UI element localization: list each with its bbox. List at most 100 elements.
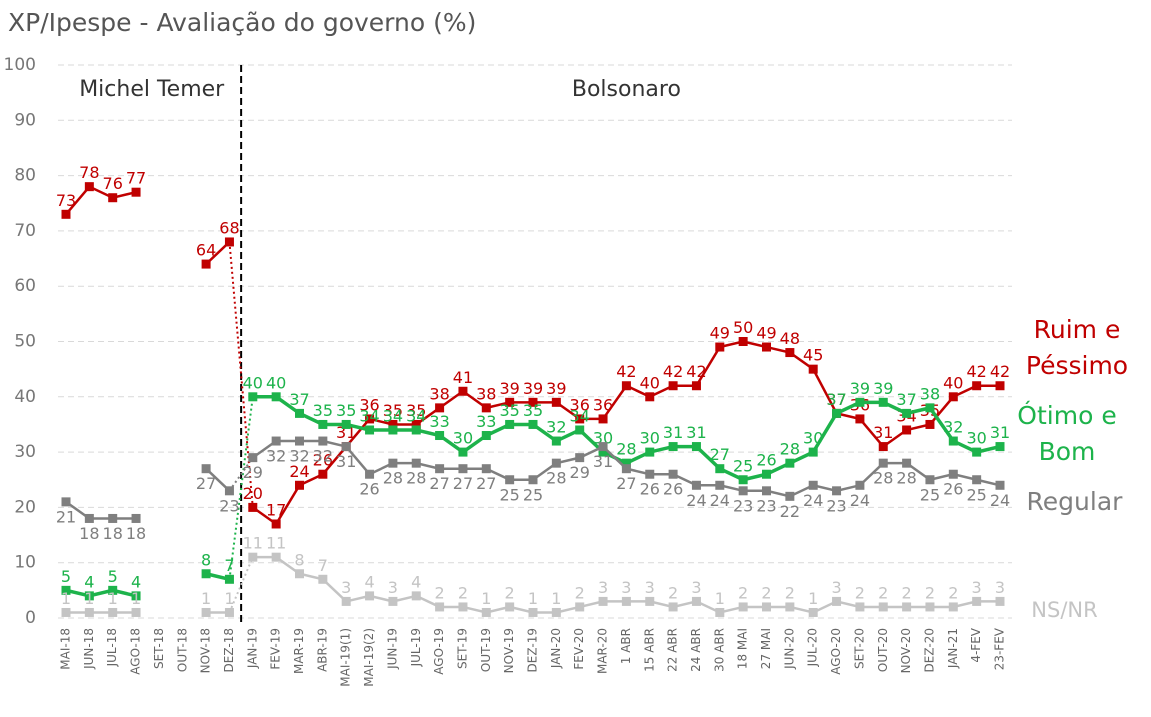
data-label: 31: [663, 423, 683, 442]
marker: [295, 569, 304, 579]
data-label: 38: [920, 384, 940, 403]
x-tick-label: 23-FEV: [993, 627, 1007, 670]
data-label: 18: [103, 524, 123, 543]
marker: [61, 585, 71, 595]
data-label: 1: [84, 589, 94, 608]
data-label: 42: [686, 362, 706, 381]
marker: [668, 442, 678, 452]
data-label: 27: [616, 474, 636, 493]
marker: [411, 425, 421, 435]
data-label: 23: [733, 496, 753, 515]
transition-line: [228, 457, 254, 492]
data-label: 34: [383, 406, 403, 425]
data-label: 49: [710, 324, 730, 343]
marker: [972, 475, 982, 485]
data-label: 27: [453, 474, 473, 493]
data-label: 20: [243, 484, 263, 503]
marker: [715, 607, 725, 617]
data-label: 36: [593, 395, 613, 414]
marker: [131, 187, 141, 197]
x-tick-label: AGO-18: [129, 628, 143, 675]
data-label: 32: [289, 447, 309, 466]
data-label: 27: [476, 474, 496, 493]
marker: [365, 414, 375, 424]
data-label: 1: [224, 589, 234, 608]
data-label: 2: [575, 583, 585, 602]
data-label: 28: [546, 469, 566, 488]
marker: [995, 442, 1005, 452]
marker: [598, 442, 608, 452]
data-label: 30: [966, 429, 986, 448]
marker: [925, 403, 935, 413]
annotation: Bolsonaro: [572, 77, 681, 102]
data-label: 23: [756, 496, 776, 515]
data-label: 31: [593, 452, 613, 471]
data-label: 42: [616, 362, 636, 381]
x-tick-label: FEV-19: [269, 628, 283, 670]
data-label: 26: [640, 480, 660, 499]
x-tick-label: JUN-19: [385, 628, 399, 670]
data-label: 77: [126, 169, 146, 188]
data-label: 36: [570, 395, 590, 414]
data-label: 40: [243, 373, 263, 392]
data-label: 7: [318, 556, 328, 575]
x-tick-label: JAN-20: [549, 628, 563, 669]
marker: [762, 486, 771, 496]
marker: [108, 585, 118, 595]
x-tick-label: SET-19: [455, 628, 469, 669]
marker: [224, 237, 234, 247]
data-label: 31: [686, 423, 706, 442]
marker: [715, 480, 725, 490]
marker: [295, 408, 304, 418]
marker: [295, 436, 304, 446]
marker: [435, 464, 445, 474]
marker: [598, 414, 608, 424]
data-label: 36: [359, 395, 379, 414]
marker: [902, 408, 912, 418]
data-label: 25: [920, 485, 940, 504]
data-label: 31: [336, 423, 356, 442]
data-label: 17: [266, 500, 286, 519]
marker: [621, 381, 631, 391]
marker: [808, 447, 818, 457]
data-label: 22: [780, 502, 800, 521]
data-label: 30: [593, 429, 613, 448]
data-label: 40: [943, 373, 963, 392]
data-label: 25: [966, 485, 986, 504]
data-label: 64: [196, 241, 216, 260]
marker: [598, 596, 608, 606]
marker: [365, 591, 375, 601]
marker: [598, 447, 608, 457]
marker: [248, 502, 258, 512]
y-tick-label: 30: [14, 442, 36, 462]
data-label: 34: [406, 406, 426, 425]
marker: [505, 475, 515, 485]
data-label: 32: [943, 418, 963, 437]
x-tick-label: 27 MAI: [759, 628, 773, 669]
data-label: 24: [850, 491, 870, 510]
data-label: 33: [429, 412, 449, 431]
marker: [435, 431, 445, 441]
data-label: 37: [289, 390, 309, 409]
marker: [762, 469, 771, 479]
data-label: 42: [966, 362, 986, 381]
data-label: 27: [196, 474, 216, 493]
data-label: 31: [873, 423, 893, 442]
marker: [411, 419, 421, 429]
data-label: 4: [364, 572, 374, 591]
data-label: 42: [663, 362, 683, 381]
marker: [645, 392, 655, 402]
x-tick-label: 1 ABR: [619, 628, 633, 664]
data-label: 5: [108, 567, 118, 586]
data-label: 45: [803, 346, 823, 365]
marker: [341, 442, 351, 452]
marker: [131, 513, 141, 523]
marker: [948, 392, 958, 402]
data-label: 3: [972, 578, 982, 597]
marker: [458, 447, 468, 457]
data-label: 1: [528, 589, 538, 608]
data-label: 30: [453, 429, 473, 448]
data-label: 32: [266, 447, 286, 466]
marker: [691, 381, 701, 391]
